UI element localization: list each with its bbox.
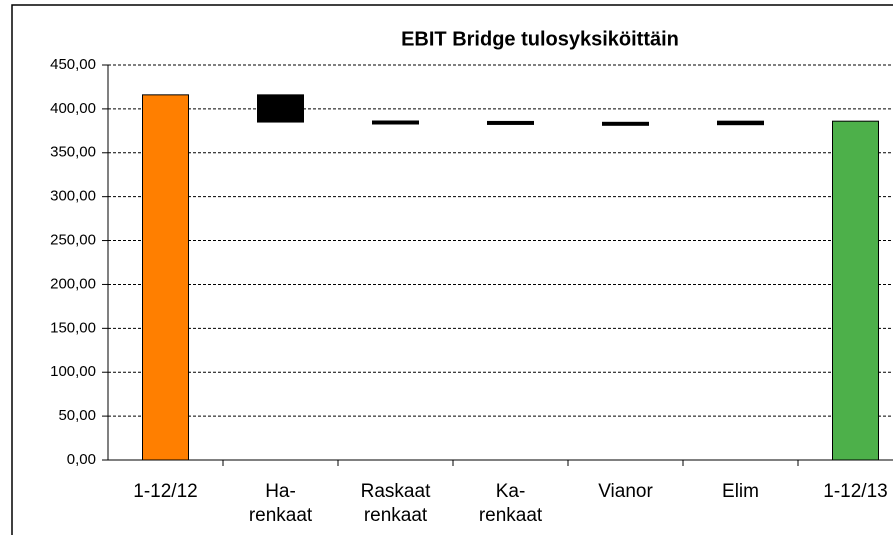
x-tick-label: Vianor <box>598 481 653 502</box>
y-tick-label: 250,00 <box>50 232 96 249</box>
bar <box>602 121 649 126</box>
bar <box>257 94 304 123</box>
y-tick-label: 350,00 <box>50 144 96 161</box>
chart-title: EBIT Bridge tulosyksiköittäin <box>401 28 679 50</box>
y-tick-label: 100,00 <box>50 363 96 380</box>
y-tick-label: 450,00 <box>50 56 96 73</box>
bar <box>832 120 879 461</box>
bar <box>717 120 764 126</box>
x-tick-label: 1-12/12 <box>133 481 197 502</box>
bar <box>487 120 534 125</box>
y-tick-label: 200,00 <box>50 275 96 292</box>
y-tick-label: 400,00 <box>50 100 96 117</box>
y-tick-label: 150,00 <box>50 319 96 336</box>
x-tick-label: Ha-renkaat <box>249 481 313 526</box>
x-tick-label: Raskaat renkaat <box>361 481 431 526</box>
y-tick-label: 300,00 <box>50 188 96 205</box>
x-tick-label: Ka-renkaat <box>479 481 543 526</box>
y-tick-label: 50,00 <box>58 407 96 424</box>
bar <box>372 120 419 125</box>
x-tick-label: Elim <box>722 481 759 502</box>
bar <box>142 94 189 461</box>
x-tick-label: 1-12/13 <box>823 481 887 502</box>
y-tick-label: 0,00 <box>67 451 96 468</box>
